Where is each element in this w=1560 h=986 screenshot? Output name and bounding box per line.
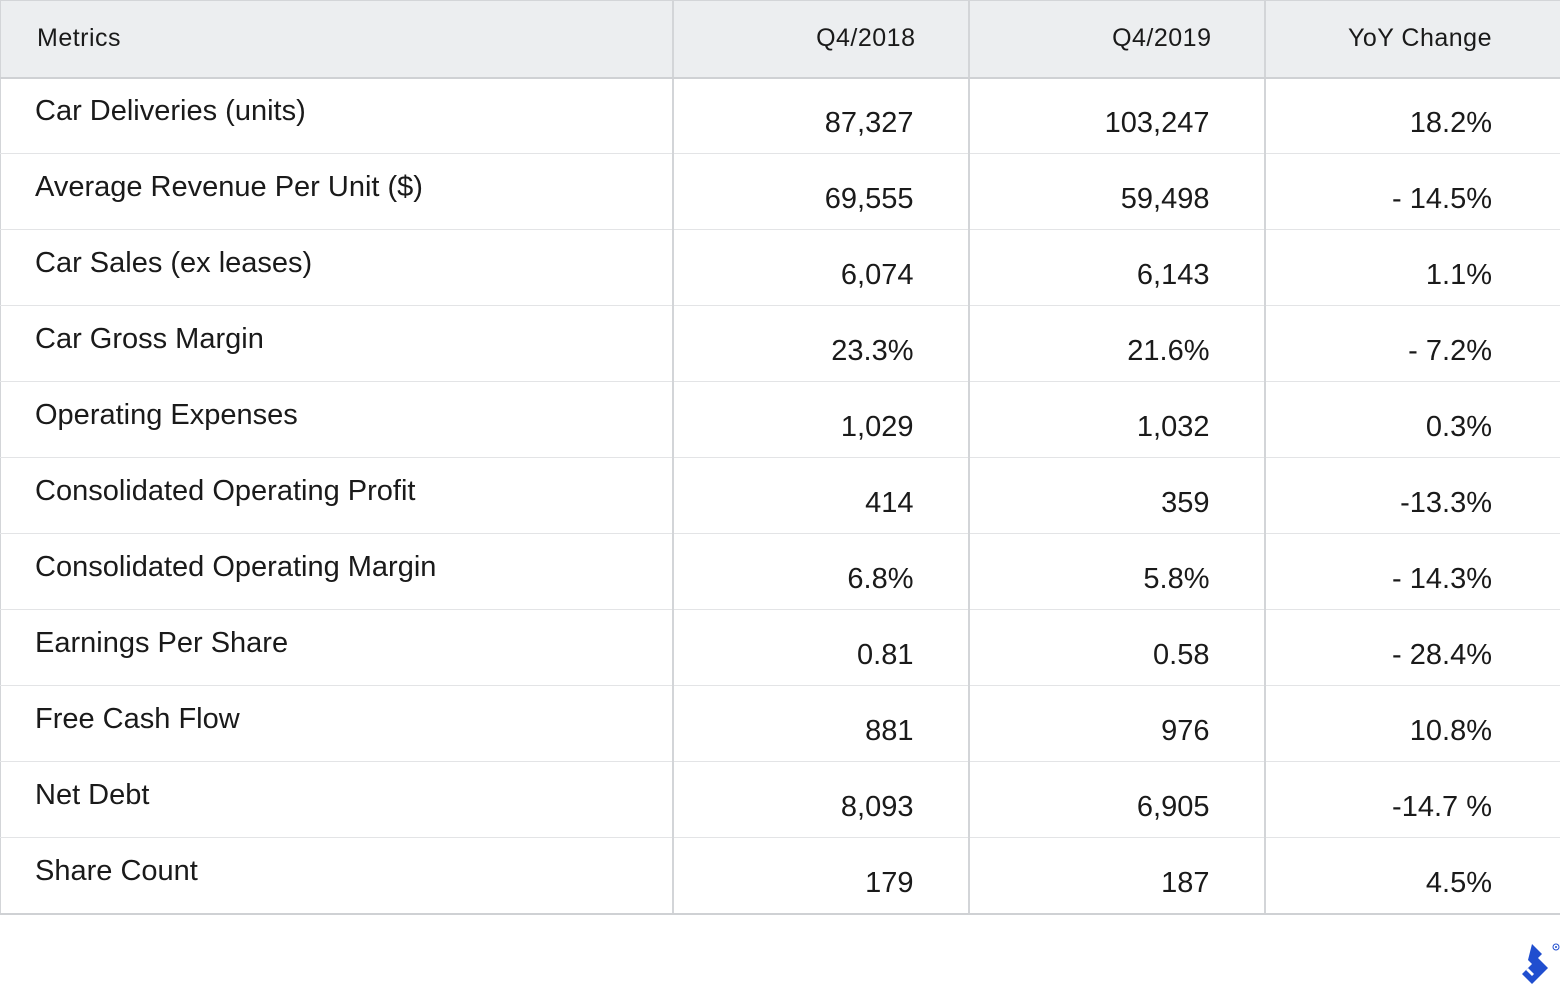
yoy-change-cell: 4.5% — [1263, 837, 1560, 915]
metric-name-cell: Net Debt — [0, 761, 673, 838]
metric-name-cell: Share Count — [0, 837, 673, 915]
q4-2019-value-cell: 976 — [967, 685, 1265, 762]
q4-2018-value-cell: 179 — [671, 837, 969, 915]
table-row: Share Count 179 187 4.5% — [0, 837, 1560, 915]
metrics-table-container: Metrics Q4/2018 Q4/2019 YoY Change Car D… — [0, 0, 1560, 915]
q4-2018-value-cell: 1,029 — [671, 381, 969, 458]
table-row: Consolidated Operating Profit 414 359 -13.3… — [0, 457, 1560, 534]
metric-name-cell: Average Revenue Per Unit ($) — [0, 153, 673, 230]
yoy-change-cell: - 14.3% — [1263, 533, 1560, 610]
table-row: Average Revenue Per Unit ($) 69,555 59,498… — [0, 153, 1560, 230]
metric-name-cell: Consolidated Operating Profit — [0, 457, 673, 534]
q4-2018-value-cell: 69,555 — [671, 153, 969, 230]
metric-name-cell: Car Gross Margin — [0, 305, 673, 382]
yoy-change-cell: -14.7 % — [1263, 761, 1560, 838]
yoy-change-cell: -13.3% — [1263, 457, 1560, 534]
table-row: Car Gross Margin 23.3% 21.6% - 7.2% — [0, 305, 1560, 382]
metrics-table: Metrics Q4/2018 Q4/2019 YoY Change Car D… — [0, 0, 1560, 915]
table-row: Operating Expenses 1,029 1,032 0.3% — [0, 381, 1560, 458]
q4-2019-value-cell: 187 — [967, 837, 1265, 915]
table-row: Car Deliveries (units) 87,327 103,247 18.2% — [0, 77, 1560, 154]
q4-2019-value-cell: 6,905 — [967, 761, 1265, 838]
q4-2019-value-cell: 21.6% — [967, 305, 1265, 382]
yoy-change-cell: - 28.4% — [1263, 609, 1560, 686]
q4-2018-value-cell: 6.8% — [671, 533, 969, 610]
q4-2019-value-cell: 103,247 — [967, 77, 1265, 154]
q4-2019-value-cell: 6,143 — [967, 229, 1265, 306]
yoy-change-cell: - 7.2% — [1263, 305, 1560, 382]
yoy-change-cell: 10.8% — [1263, 685, 1560, 762]
q4-2019-value-cell: 0.58 — [967, 609, 1265, 686]
q4-2019-value-cell: 1,032 — [967, 381, 1265, 458]
column-header-q4-2019: Q4/2019 — [967, 0, 1265, 79]
q4-2019-value-cell: 59,498 — [967, 153, 1265, 230]
yoy-change-cell: - 14.5% — [1263, 153, 1560, 230]
metric-name-cell: Operating Expenses — [0, 381, 673, 458]
metric-name-cell: Earnings Per Share — [0, 609, 673, 686]
q4-2018-value-cell: 881 — [671, 685, 969, 762]
yoy-change-cell: 1.1% — [1263, 229, 1560, 306]
metric-name-cell: Car Sales (ex leases) — [0, 229, 673, 306]
q4-2018-value-cell: 0.81 — [671, 609, 969, 686]
q4-2019-value-cell: 5.8% — [967, 533, 1265, 610]
table-header-row: Metrics Q4/2018 Q4/2019 YoY Change — [0, 0, 1560, 79]
metric-name-cell: Car Deliveries (units) — [0, 77, 673, 154]
q4-2018-value-cell: 87,327 — [671, 77, 969, 154]
table-row: Net Debt 8,093 6,905 -14.7 % — [0, 761, 1560, 838]
column-header-yoy-change: YoY Change — [1263, 0, 1560, 79]
column-header-q4-2018: Q4/2018 — [671, 0, 969, 79]
q4-2018-value-cell: 8,093 — [671, 761, 969, 838]
q4-2018-value-cell: 6,074 — [671, 229, 969, 306]
q4-2019-value-cell: 359 — [967, 457, 1265, 534]
yoy-change-cell: 18.2% — [1263, 77, 1560, 154]
column-header-metrics: Metrics — [0, 0, 673, 79]
metric-name-cell: Free Cash Flow — [0, 685, 673, 762]
table-row: Earnings Per Share 0.81 0.58- 28.4% — [0, 609, 1560, 686]
q4-2018-value-cell: 414 — [671, 457, 969, 534]
table-body: Car Deliveries (units) 87,327 103,247 18.2%… — [0, 77, 1560, 915]
metric-name-cell: Consolidated Operating Margin — [0, 533, 673, 610]
toptal-logo-icon — [1522, 943, 1560, 984]
table-row: Car Sales (ex leases) 6,074 6,143 1.1% — [0, 229, 1560, 306]
table-row: Consolidated Operating Margin 6.8% 5.8% - 1… — [0, 533, 1560, 610]
yoy-change-cell: 0.3% — [1263, 381, 1560, 458]
q4-2018-value-cell: 23.3% — [671, 305, 969, 382]
table-row: Free Cash Flow 881 976 10.8% — [0, 685, 1560, 762]
